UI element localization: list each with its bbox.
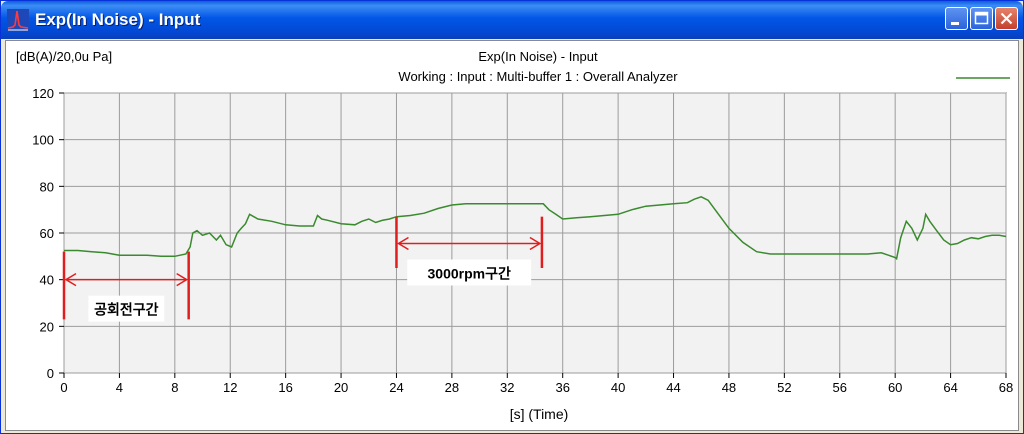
close-button[interactable] [995,7,1018,30]
x-tick-label: 28 [445,380,459,395]
annotation-label: 3000rpm구간 [428,266,511,282]
x-tick-label: 32 [500,380,514,395]
chart-title: Exp(In Noise) - Input [478,49,598,64]
minimize-button[interactable] [945,7,968,30]
y-axis-label: [dB(A)/20,0u Pa] [16,49,112,64]
annotations: 공회전구간 3000rpm구간 [62,216,544,322]
y-tick-label: 0 [47,366,54,381]
x-tick-label: 48 [722,380,736,395]
annotation-arrowhead-right [529,236,542,251]
y-tick-label: 20 [40,319,54,334]
x-tick-label: 24 [389,380,403,395]
x-tick-label: 12 [223,380,237,395]
title-bar[interactable]: Exp(In Noise) - Input [1,1,1023,39]
annotation-arrowhead-left [64,273,77,287]
maximize-button[interactable] [970,7,993,30]
maximize-icon [974,11,989,25]
x-tick-label: 56 [833,380,847,395]
x-tick-label: 0 [60,380,67,395]
chart-subtitle: Working : Input : Multi-buffer 1 : Overa… [398,69,678,84]
close-icon [1000,12,1013,25]
x-tick-label: 36 [555,380,569,395]
y-tick-label: 40 [40,273,54,288]
x-tick-label: 44 [666,380,680,395]
y-tick-label: 60 [40,226,54,241]
annotation-label-box [88,295,165,322]
x-tick-label: 20 [334,380,348,395]
waveform-icon [7,9,29,31]
annotation-arrowhead-right [176,273,189,287]
annotation-arrowhead-left [397,236,409,251]
x-tick-label: 16 [278,380,292,395]
line-chart: [dB(A)/20,0u Pa] Exp(In Noise) - Input W… [16,49,1013,422]
x-tick-label: 8 [171,380,178,395]
y-tick-label: 120 [32,86,54,101]
x-tick-label: 60 [888,380,902,395]
x-tick-label: 4 [116,380,123,395]
x-tick-label: 52 [777,380,791,395]
x-tick-label: 40 [611,380,625,395]
window-title: Exp(In Noise) - Input [35,10,201,29]
x-axis-label: [s] (Time) [510,406,569,422]
chart-panel: [dB(A)/20,0u Pa] Exp(In Noise) - Input W… [5,40,1019,431]
grid [63,92,1007,374]
y-tick-label: 80 [40,179,54,194]
annotation-label-box [407,259,532,286]
x-tick-label: 64 [943,380,957,395]
y-tick-label: 100 [32,133,54,148]
series-line [64,195,1007,261]
annotation-label: 공회전구간 [94,302,159,318]
axis-ticks: 0 4 8 12 16 20 24 28 32 36 40 44 48 52 56 60 64 680204060… [32,86,1013,395]
series-group [64,195,1007,261]
x-tick-label: 68 [999,380,1013,395]
minimize-icon [951,22,959,25]
